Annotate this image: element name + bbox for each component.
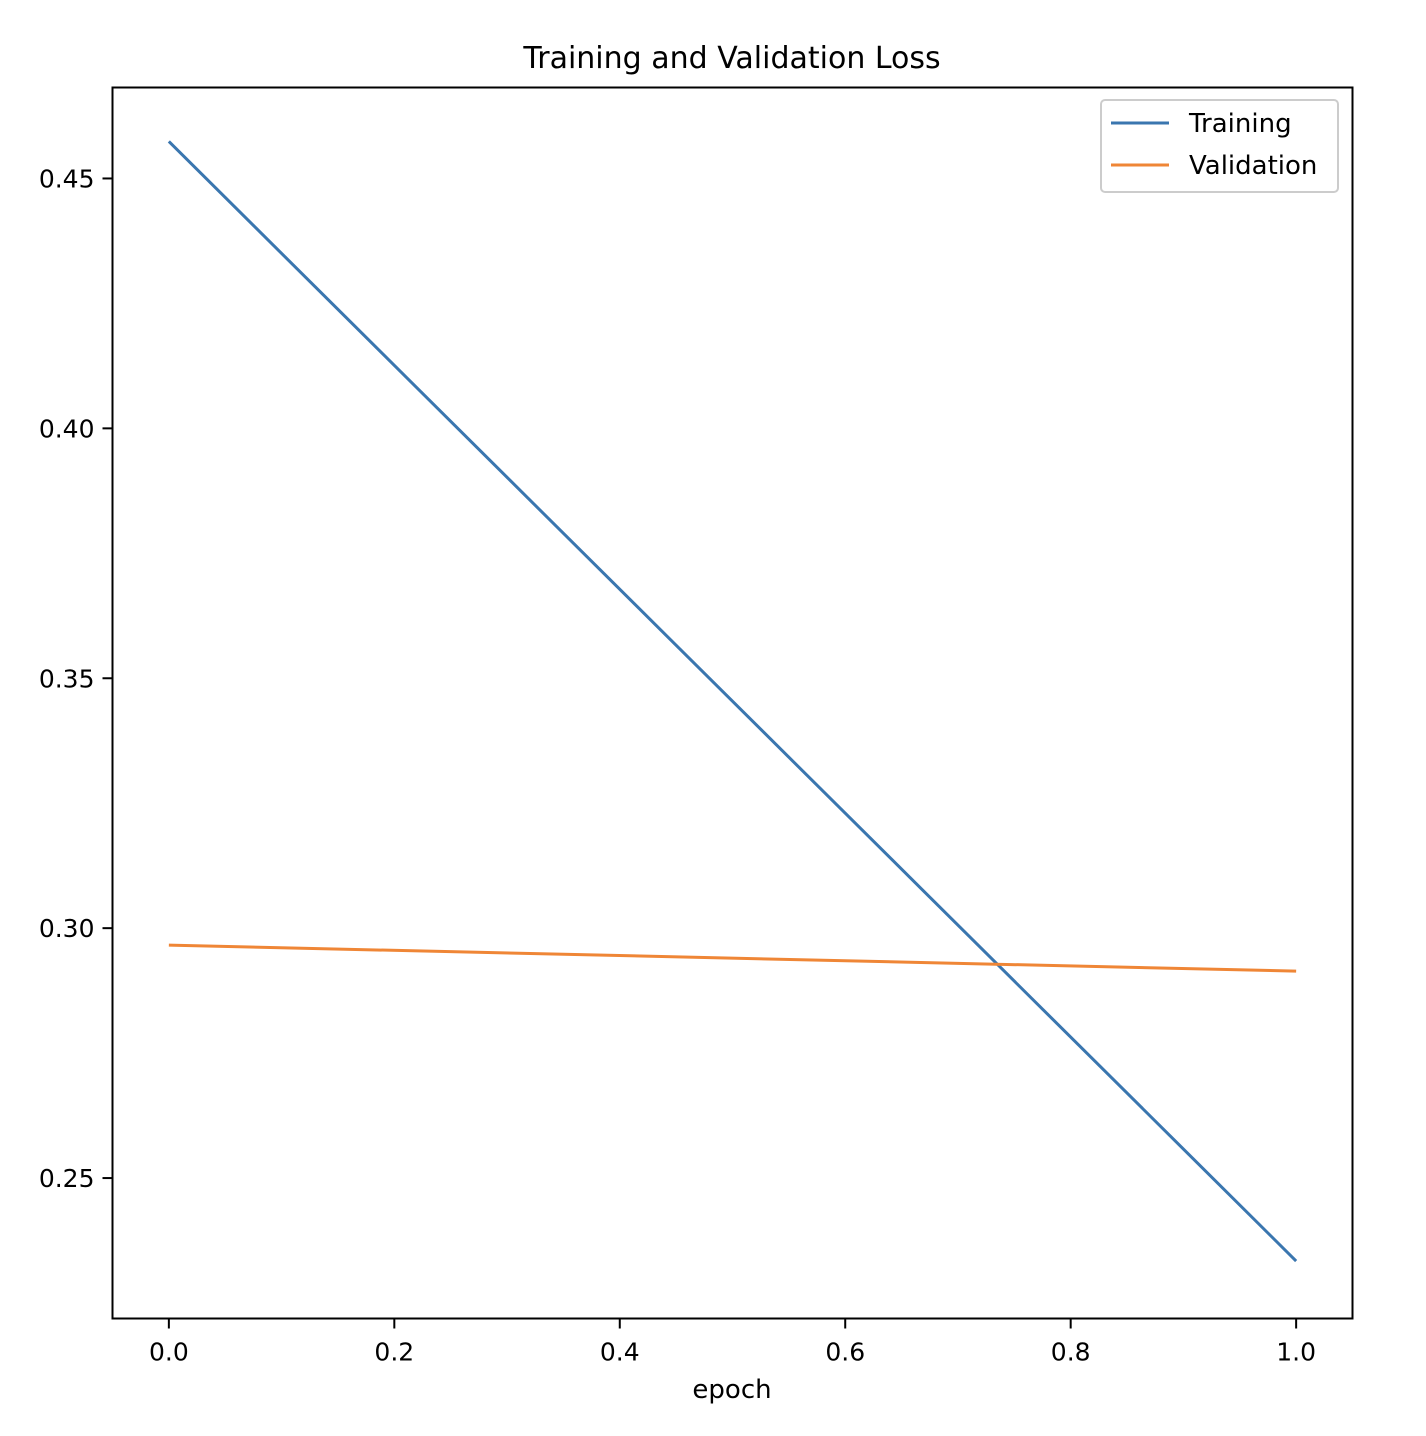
legend-label-validation: Validation — [1189, 151, 1317, 181]
legend-label-training: Training — [1188, 109, 1292, 139]
series-line-validation — [168, 943, 1297, 973]
x-tick-label: 1.0 — [1276, 1338, 1316, 1367]
y-tick-label: 0.30 — [39, 914, 95, 943]
x-tick-label: 0.4 — [600, 1338, 640, 1367]
x-tick-label: 0.2 — [374, 1338, 414, 1367]
y-tick-label: 0.35 — [39, 664, 95, 693]
x-tick-label: 0.0 — [149, 1338, 189, 1367]
y-axis: 0.25 0.30 0.35 0.40 0.45 — [39, 164, 113, 1193]
x-axis: 0.0 0.2 0.4 0.6 0.8 1.0 — [149, 1318, 1316, 1367]
legend: Training Validation — [1100, 99, 1339, 193]
series-line-training — [167, 140, 1298, 1263]
x-tick-label: 0.6 — [825, 1338, 865, 1367]
y-tick-label: 0.40 — [39, 414, 95, 443]
y-tick-label: 0.25 — [39, 1164, 95, 1193]
series-layer — [167, 140, 1298, 1263]
y-tick-label: 0.45 — [39, 164, 95, 193]
x-tick-label: 0.8 — [1051, 1338, 1091, 1367]
chart-title: Training and Validation Loss — [522, 41, 940, 76]
x-axis-label: epoch — [692, 1375, 771, 1405]
plot-frame — [111, 86, 1354, 1320]
